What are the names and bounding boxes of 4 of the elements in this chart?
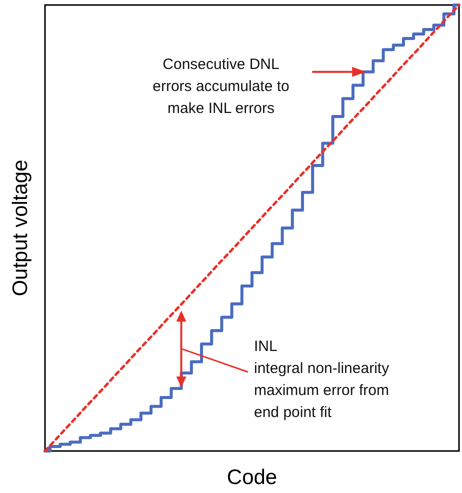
annotation: INL integral non-linearity maximum error from end point fit — [254, 337, 390, 423]
y-axis-title: Output voltage — [9, 160, 32, 296]
x-axis-title: Code — [226, 466, 278, 489]
annotation: Consecutive DNL errors accumulate to make INL errors — [152, 55, 290, 119]
